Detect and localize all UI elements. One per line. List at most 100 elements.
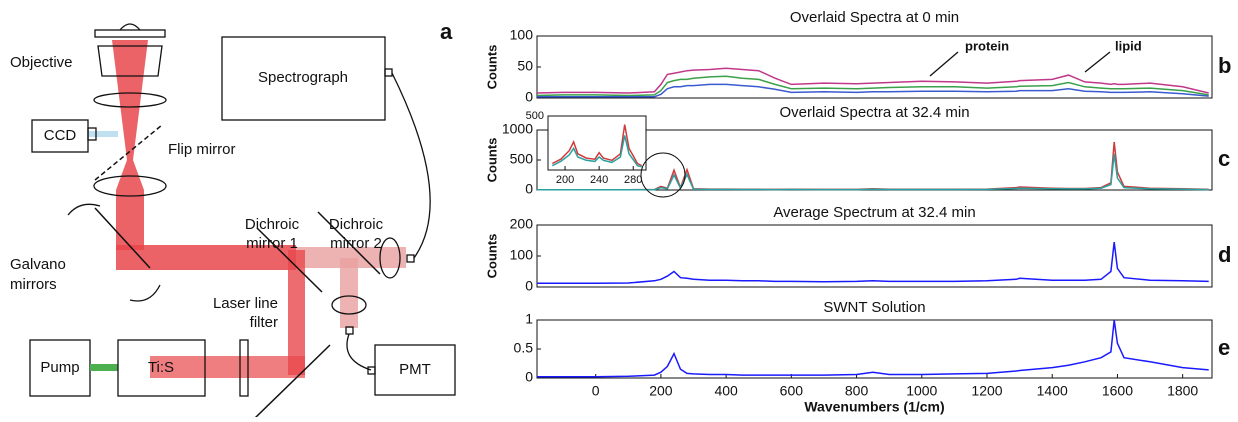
highlight-circle	[640, 152, 686, 198]
label: Dichroic	[329, 216, 384, 233]
port	[345, 326, 354, 335]
chart-title: Overlaid Spectra at 0 min	[790, 9, 959, 26]
spectrum-line	[537, 153, 1209, 191]
label: Ti:S	[148, 359, 174, 376]
galvano-mirror	[94, 207, 151, 269]
lens	[93, 175, 167, 197]
stage	[94, 29, 166, 38]
beam	[150, 356, 305, 378]
ccd-beam	[88, 131, 118, 137]
x-tick-label: 600	[780, 383, 804, 399]
plot-frame	[536, 129, 1213, 191]
annotation-arrow	[1084, 51, 1111, 73]
label: Objective	[10, 54, 73, 71]
x-tick-label: 240	[590, 174, 608, 186]
y-tick-label: 100	[510, 247, 534, 263]
x-tick-label: 280	[624, 174, 642, 186]
port	[406, 254, 415, 263]
spectrum-line	[537, 83, 1209, 98]
panel-letter: e	[1218, 335, 1230, 360]
setup-diagram: a Objective CCD Flip mirror Spectrograph…	[10, 19, 456, 419]
label: CCD	[44, 127, 77, 144]
chart-title: SWNT Solution	[823, 299, 925, 316]
x-axis-label: Wavenumbers (1/cm)	[804, 399, 944, 415]
beam	[116, 190, 144, 250]
label: filter	[250, 314, 278, 331]
label: Dichroic	[245, 216, 300, 233]
beam	[116, 160, 144, 190]
y-tick-label: 50	[517, 58, 533, 74]
rotation-arrow	[67, 203, 101, 216]
annotation: lipid	[1115, 38, 1142, 53]
lens	[379, 237, 401, 279]
x-tick-label: 1600	[1102, 383, 1133, 399]
rotation-arrow	[129, 284, 161, 302]
panel-letter: c	[1218, 146, 1230, 171]
spectrum-line	[551, 135, 642, 168]
label: Flip mirror	[168, 141, 236, 158]
chart-title: Overlaid Spectra at 32.4 min	[779, 104, 969, 121]
x-tick-label: 1200	[971, 383, 1002, 399]
spectrograph-box	[221, 36, 386, 121]
y-tick-label: 0	[525, 278, 533, 294]
objective	[97, 45, 163, 77]
port	[384, 68, 393, 77]
beam	[288, 250, 305, 375]
label: Galvano	[10, 256, 66, 273]
annotations: protein lipid	[640, 38, 1142, 198]
y-tick-label: 0	[525, 181, 533, 197]
sample	[119, 23, 141, 31]
spectrum-line	[537, 242, 1209, 285]
y-tick-label: 1000	[502, 121, 533, 137]
label: mirror 1	[246, 235, 298, 252]
panel-letter: a	[440, 19, 453, 44]
y-axis-label: Counts	[484, 138, 499, 183]
label: PMT	[399, 361, 431, 378]
label: mirrors	[10, 276, 57, 293]
label: Laser line	[213, 295, 278, 312]
label: Pump	[40, 359, 79, 376]
plot-frame	[536, 319, 1213, 379]
beam	[296, 247, 406, 268]
mirror	[254, 344, 331, 419]
spectrum-line	[537, 319, 1209, 378]
x-tick-label: 200	[556, 174, 574, 186]
annotation: protein	[965, 38, 1009, 53]
label: mirror 2	[330, 235, 382, 252]
lens	[331, 295, 367, 315]
dichroic-mirror	[256, 227, 323, 293]
x-tick-label: 200	[649, 383, 673, 399]
x-tick-label: 0	[592, 383, 600, 399]
ccd-port	[87, 127, 97, 141]
y-axis-label: Counts	[484, 45, 499, 90]
port	[367, 366, 376, 375]
dichroic-mirror	[317, 211, 381, 275]
plot-frame	[536, 224, 1213, 288]
x-tick-label: 400	[714, 383, 738, 399]
y-tick-label: 0.5	[514, 340, 534, 356]
spectrum-line	[536, 75, 1209, 97]
panel-letter: d	[1218, 242, 1231, 267]
y-tick-label: 1	[525, 311, 533, 327]
beam	[116, 245, 296, 270]
flip-mirror	[94, 124, 163, 181]
spectrum-line	[551, 124, 643, 167]
chart-title: Average Spectrum at 32.4 min	[773, 204, 975, 221]
x-tick-label: 800	[845, 383, 869, 399]
y-tick-label: 0	[525, 89, 533, 105]
beam	[340, 258, 358, 328]
y-tick-label: 500	[510, 151, 534, 167]
tis-box	[117, 339, 206, 397]
label: Spectrograph	[258, 69, 348, 86]
y-tick-label: 0	[525, 369, 533, 385]
y-tick-label: 200	[510, 216, 534, 232]
spectrum-line	[536, 67, 1209, 94]
fiber	[391, 72, 431, 259]
x-tick-label: 1800	[1167, 383, 1198, 399]
x-tick-label: 1400	[1037, 383, 1068, 399]
pump-link	[90, 364, 118, 371]
wire	[346, 333, 372, 371]
panel-letter: b	[1218, 53, 1231, 78]
